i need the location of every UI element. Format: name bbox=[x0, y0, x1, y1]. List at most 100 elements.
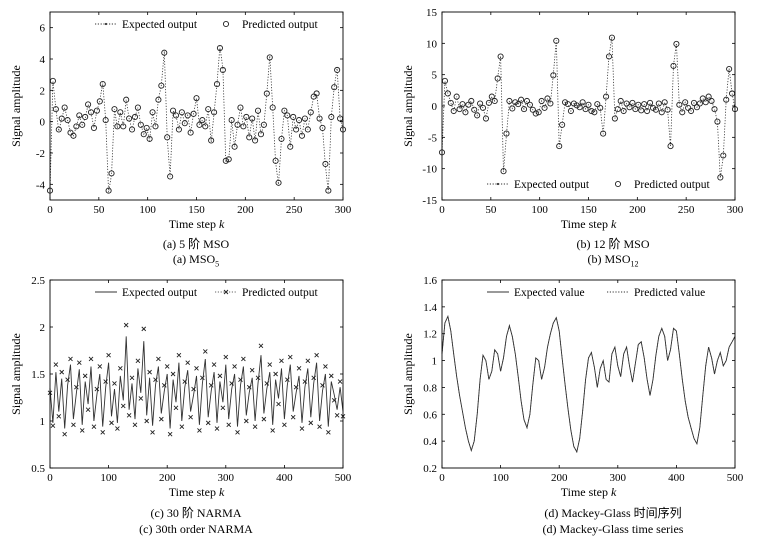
series-2-marker bbox=[241, 356, 246, 362]
series-2-marker bbox=[673, 40, 680, 48]
series-2-marker bbox=[287, 143, 294, 150]
series-2-marker bbox=[161, 49, 168, 56]
legend-dot-sample bbox=[104, 22, 108, 26]
series-2-marker bbox=[79, 428, 85, 433]
x-tick-label: 400 bbox=[668, 472, 685, 484]
series-2-marker bbox=[167, 173, 174, 180]
series-2-marker bbox=[576, 104, 583, 111]
x-tick-label: 100 bbox=[139, 204, 156, 216]
series-2-marker bbox=[550, 72, 557, 79]
y-tick-label: 0.8 bbox=[423, 382, 437, 394]
series-2-marker bbox=[726, 65, 733, 73]
series-2-marker bbox=[223, 354, 229, 360]
series-2-marker bbox=[68, 356, 73, 362]
legend-dot-sample bbox=[496, 182, 500, 186]
series-2-marker bbox=[635, 101, 642, 108]
series-2-marker bbox=[172, 112, 180, 119]
series-2-marker bbox=[290, 414, 296, 420]
series-2-marker bbox=[638, 107, 645, 114]
series-2-marker bbox=[535, 109, 542, 116]
y-tick-label: -4 bbox=[36, 179, 46, 191]
x-tick-label: 250 bbox=[286, 204, 303, 216]
series-2-marker bbox=[328, 113, 335, 121]
series-2-marker bbox=[108, 170, 115, 177]
plot-frame bbox=[441, 11, 736, 201]
y-tick-label: 2 bbox=[40, 85, 46, 97]
series-2-marker bbox=[608, 34, 615, 41]
series-2-marker bbox=[334, 413, 340, 418]
series-2-marker bbox=[337, 379, 343, 384]
series-2-marker bbox=[96, 98, 103, 105]
series-2-marker bbox=[316, 115, 323, 122]
series-2-marker bbox=[94, 386, 100, 392]
x-tick-label: 0 bbox=[47, 472, 53, 484]
series-2-marker bbox=[308, 420, 314, 426]
y-tick-label: 6 bbox=[40, 23, 46, 35]
series-2-marker bbox=[269, 104, 276, 111]
series-2-marker bbox=[600, 130, 607, 137]
series-2-marker bbox=[205, 106, 212, 113]
x-axis-label-variable: k bbox=[611, 485, 617, 499]
series-2-marker bbox=[123, 96, 130, 103]
series-2-marker bbox=[261, 416, 267, 422]
series-2-marker bbox=[515, 101, 522, 108]
series-2-marker bbox=[126, 413, 132, 418]
plot-frame bbox=[441, 279, 736, 469]
series-2-marker bbox=[71, 422, 76, 428]
series-1-group bbox=[49, 46, 344, 193]
x-tick-label: 100 bbox=[531, 204, 548, 216]
series-2-marker bbox=[529, 106, 536, 113]
x-tick-label: 500 bbox=[727, 472, 744, 484]
series-2-group bbox=[441, 314, 736, 454]
series-2-marker bbox=[567, 107, 574, 115]
y-tick-label: 2 bbox=[40, 322, 46, 334]
chart-d-mackey-glass: 0 100 200 300 400 500 0.2 0.4 0.6 0.8 1 1.2 1.4 1.6 Ti… bbox=[401, 275, 744, 499]
series-2-marker bbox=[141, 326, 147, 332]
series-2-marker bbox=[708, 97, 715, 105]
legend-label: Predicted output bbox=[242, 287, 318, 299]
series-2-marker bbox=[120, 123, 127, 130]
x-axis-label-variable: k bbox=[219, 485, 225, 499]
x-tick-label: 200 bbox=[237, 204, 254, 216]
series-2-marker bbox=[240, 123, 247, 130]
series-2-marker bbox=[305, 358, 311, 364]
series-2-marker bbox=[99, 81, 106, 88]
series-2-marker bbox=[538, 97, 545, 105]
series-2-marker bbox=[103, 379, 108, 384]
plot-frame bbox=[49, 279, 344, 469]
series-2-marker bbox=[503, 130, 510, 137]
series-2-group bbox=[46, 44, 347, 194]
series-2-marker bbox=[644, 107, 651, 115]
series-2-marker bbox=[93, 107, 100, 114]
chart-c-narma: 0 100 200 300 400 500 0.5 1 1.5 2 2.5 Time step k Si… bbox=[9, 275, 352, 499]
series-2-marker bbox=[202, 349, 208, 354]
series-2-marker bbox=[314, 352, 319, 358]
series-2-marker bbox=[200, 375, 205, 381]
series-2-marker bbox=[582, 106, 589, 113]
series-2-marker bbox=[301, 115, 308, 122]
series-2-marker bbox=[56, 413, 62, 419]
series-2-marker bbox=[140, 131, 147, 138]
series-2-marker bbox=[623, 100, 630, 107]
series-2-marker bbox=[532, 110, 539, 117]
series-2-marker bbox=[178, 109, 185, 116]
series-2-marker bbox=[273, 371, 278, 377]
series-2-marker bbox=[118, 366, 123, 371]
series-2-marker bbox=[293, 126, 300, 133]
y-axis-label: Signal amplitude bbox=[9, 333, 23, 415]
caption-a-cn: (a) 5 阶 MSO bbox=[162, 237, 230, 251]
series-2-marker bbox=[462, 109, 469, 116]
series-1-group bbox=[49, 336, 344, 429]
series-2-marker bbox=[322, 160, 329, 168]
series-2-marker bbox=[232, 364, 237, 369]
series-2-marker bbox=[632, 106, 639, 113]
series-2-marker bbox=[147, 369, 152, 375]
x-axis-label: Time step k bbox=[561, 217, 617, 231]
series-2-marker bbox=[249, 115, 256, 122]
caption-d-en: (d) Mackey-Glass time series bbox=[542, 522, 684, 536]
series-2-marker bbox=[676, 101, 683, 108]
series-2-marker bbox=[129, 375, 135, 381]
series-2-marker bbox=[311, 375, 317, 381]
x-tick-label: 150 bbox=[580, 204, 597, 216]
caption-c-en: (c) 30th order NARMA bbox=[139, 522, 253, 536]
